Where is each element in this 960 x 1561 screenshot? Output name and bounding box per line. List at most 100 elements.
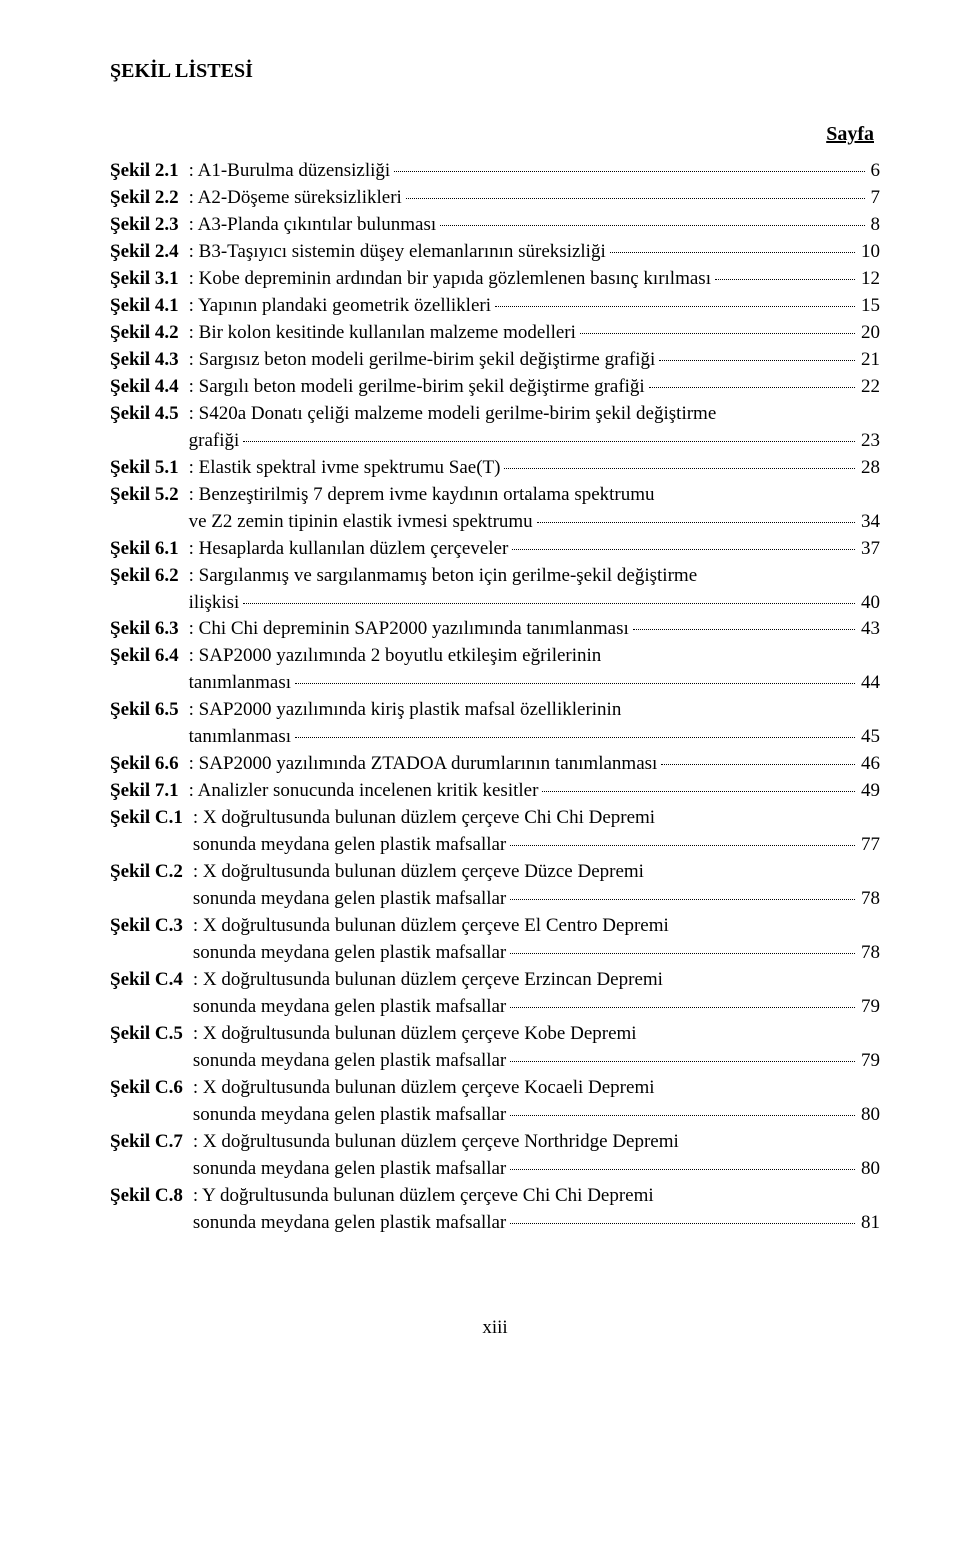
entry-line: : SAP2000 yazılımında ZTADOA durumlarını… [189, 751, 880, 778]
entry-line: : Analizler sonucunda incelenen kritik k… [189, 778, 880, 805]
entry-page: 28 [859, 455, 880, 482]
entry-page: 22 [859, 374, 880, 401]
entry-line: : Hesaplarda kullanılan düzlem çerçevele… [189, 536, 880, 563]
entry-description: : Sargısız beton modeli gerilme-birim şe… [189, 347, 880, 374]
entry-text: tanımlanması [189, 670, 291, 697]
leader-dots [580, 333, 855, 334]
entry-label: Şekil 4.4 [110, 374, 179, 401]
entry-label: Şekil 3.1 [110, 266, 179, 293]
toc-entry: Şekil C.3: X doğrultusunda bulunan düzle… [110, 913, 880, 967]
entry-text: grafiği [189, 428, 240, 455]
entry-description: : Sargılı beton modeli gerilme-birim şek… [189, 374, 880, 401]
entry-label: Şekil C.6 [110, 1075, 183, 1102]
entry-text: : Hesaplarda kullanılan düzlem çerçevele… [189, 536, 509, 563]
toc-entry: Şekil 4.4 : Sargılı beton modeli gerilme-… [110, 374, 880, 401]
entry-text: : Sargılanmış ve sargılanmamış beton içi… [189, 563, 698, 590]
entry-line: : A2-Döşeme süreksizlikleri7 [189, 185, 880, 212]
entry-description: : X doğrultusunda bulunan düzlem çerçeve… [193, 913, 880, 967]
entry-description: : A1-Burulma düzensizliği6 [189, 158, 880, 185]
toc-entry: Şekil C.8: Y doğrultusunda bulunan düzle… [110, 1183, 880, 1237]
entry-text: : X doğrultusunda bulunan düzlem çerçeve… [193, 859, 644, 886]
leader-dots [649, 387, 855, 388]
entry-page: 79 [859, 1048, 880, 1075]
entry-page: 15 [859, 293, 880, 320]
toc-entry: Şekil 4.1: Yapının plandaki geometrik öz… [110, 293, 880, 320]
leader-dots [510, 1007, 855, 1008]
toc-entry: Şekil 6.5: SAP2000 yazılımında kiriş pla… [110, 697, 880, 751]
entry-label: Şekil 2.1 [110, 158, 179, 185]
entry-description: : SAP2000 yazılımında 2 boyutlu etkileşi… [189, 643, 880, 697]
entry-text: : X doğrultusunda bulunan düzlem çerçeve… [193, 1021, 637, 1048]
entry-line: : Elastik spektral ivme spektrumu Sae(T)… [189, 455, 880, 482]
entry-line: : X doğrultusunda bulunan düzlem çerçeve… [193, 1129, 880, 1156]
entry-line: sonunda meydana gelen plastik mafsallar7… [193, 1048, 880, 1075]
entry-line: : SAP2000 yazılımında 2 boyutlu etkileşi… [189, 643, 880, 670]
entry-page: 80 [859, 1156, 880, 1183]
entry-label: Şekil 6.6 [110, 751, 179, 778]
entry-label: Şekil 5.2 [110, 482, 179, 509]
leader-dots [610, 252, 855, 253]
toc-entry: Şekil C.2 : X doğrultusunda bulunan düzle… [110, 859, 880, 913]
entry-text: sonunda meydana gelen plastik mafsallar [193, 1156, 506, 1183]
entry-line: ve Z2 zemin tipinin elastik ivmesi spekt… [189, 509, 880, 536]
leader-dots [510, 1115, 855, 1116]
page-column-header: Sayfa [110, 123, 880, 146]
leader-dots [394, 171, 864, 172]
toc-entry: Şekil 7.1: Analizler sonucunda incelenen… [110, 778, 880, 805]
entry-page: 77 [859, 832, 880, 859]
entry-description: : X doğrultusunda bulunan düzlem çerçeve… [193, 1075, 880, 1129]
leader-dots [504, 468, 855, 469]
entry-text: : Yapının plandaki geometrik özellikleri [189, 293, 491, 320]
entry-line: sonunda meydana gelen plastik mafsallar8… [193, 1210, 880, 1237]
entry-description: : Benzeştirilmiş 7 deprem ivme kaydının … [189, 482, 880, 536]
entry-label: Şekil 6.1 [110, 536, 179, 563]
entry-text: : A1-Burulma düzensizliği [189, 158, 391, 185]
leader-dots [510, 1223, 855, 1224]
entry-line: : X doğrultusunda bulunan düzlem çerçeve… [193, 1021, 880, 1048]
entry-page: 45 [859, 724, 880, 751]
leader-dots [243, 441, 855, 442]
toc-entry: Şekil 5.1 : Elastik spektral ivme spektru… [110, 455, 880, 482]
entry-label: Şekil 5.1 [110, 455, 179, 482]
leader-dots [510, 1169, 855, 1170]
entry-line: sonunda meydana gelen plastik mafsallar8… [193, 1102, 880, 1129]
entry-text: : X doğrultusunda bulunan düzlem çerçeve… [193, 913, 669, 940]
entry-label: Şekil C.2 [110, 859, 183, 886]
entry-text: ilişkisi [189, 590, 240, 617]
entry-description: : Analizler sonucunda incelenen kritik k… [189, 778, 880, 805]
entry-page: 40 [859, 590, 880, 617]
entry-description: : Sargılanmış ve sargılanmamış beton içi… [189, 563, 880, 617]
entry-text: : S420a Donatı çeliği malzeme modeli ger… [189, 401, 717, 428]
entry-description: : Y doğrultusunda bulunan düzlem çerçeve… [193, 1183, 880, 1237]
entry-page: 46 [859, 751, 880, 778]
entry-line: : SAP2000 yazılımında kiriş plastik mafs… [189, 697, 880, 724]
entry-page: 79 [859, 994, 880, 1021]
entry-page: 49 [859, 778, 880, 805]
entry-page: 78 [859, 940, 880, 967]
leader-dots [512, 549, 855, 550]
entry-label: Şekil C.4 [110, 967, 183, 994]
entry-page: 44 [859, 670, 880, 697]
leader-dots [510, 1061, 855, 1062]
toc-entry: Şekil 2.4: B3-Taşıyıcı sistemin düşey el… [110, 239, 880, 266]
entry-page: 12 [859, 266, 880, 293]
entry-line: : Kobe depreminin ardından bir yapıda gö… [189, 266, 880, 293]
entry-label: Şekil 4.3 [110, 347, 179, 374]
entry-page: 8 [869, 212, 881, 239]
leader-dots [537, 522, 855, 523]
entry-text: : SAP2000 yazılımında kiriş plastik mafs… [189, 697, 622, 724]
entry-text: sonunda meydana gelen plastik mafsallar [193, 940, 506, 967]
entry-label: Şekil C.5 [110, 1021, 183, 1048]
toc-entry: Şekil 6.1 : Hesaplarda kullanılan düzlem … [110, 536, 880, 563]
toc-entry: Şekil 4.2: Bir kolon kesitinde kullanıla… [110, 320, 880, 347]
toc-entry: Şekil 2.3: A3-Planda çıkıntılar bulunmas… [110, 212, 880, 239]
entry-line: tanımlanması45 [189, 724, 880, 751]
leader-dots [715, 279, 855, 280]
entry-line: : X doğrultusunda bulunan düzlem çerçeve… [193, 805, 880, 832]
entry-description: : X doğrultusunda bulunan düzlem çerçeve… [193, 1021, 880, 1075]
toc-entry: Şekil 6.6 : SAP2000 yazılımında ZTADOA du… [110, 751, 880, 778]
entry-text: : Chi Chi depreminin SAP2000 yazılımında… [189, 616, 629, 643]
entry-label: Şekil 4.5 [110, 401, 179, 428]
entry-text: : Sargısız beton modeli gerilme-birim şe… [189, 347, 656, 374]
entry-description: : Chi Chi depreminin SAP2000 yazılımında… [189, 616, 880, 643]
